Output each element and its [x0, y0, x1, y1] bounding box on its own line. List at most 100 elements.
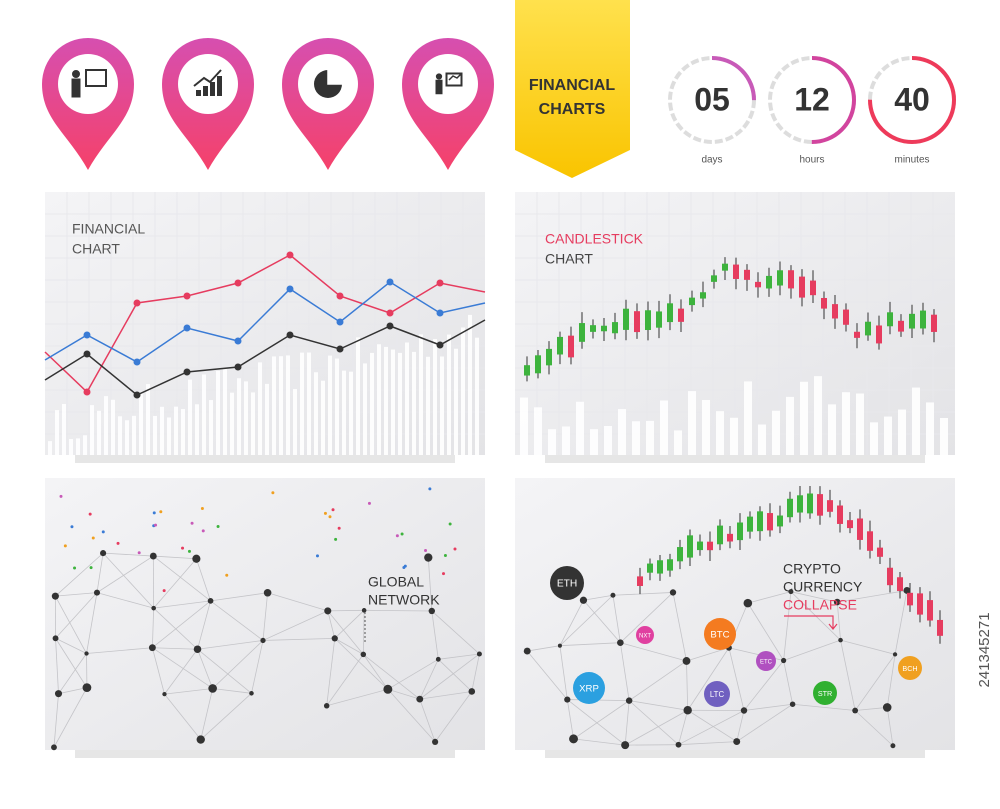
coin [756, 651, 776, 671]
confetti-dot [201, 529, 205, 533]
network-link [678, 710, 689, 745]
network-link [783, 591, 792, 661]
network-node [675, 741, 682, 748]
network-link [197, 600, 211, 650]
network-link [678, 741, 737, 746]
network-link [559, 645, 568, 700]
trend-point [83, 350, 91, 358]
network-node [162, 692, 167, 697]
network-link [438, 653, 480, 660]
candle-body [857, 518, 863, 540]
network-link [251, 640, 264, 694]
candle-body [656, 311, 662, 328]
background-bar [174, 406, 178, 455]
coin-label: NXT [639, 634, 651, 640]
coin-label: XRP [579, 684, 599, 695]
background-bar [898, 409, 906, 455]
background-bar [758, 424, 766, 455]
confetti-dot [63, 544, 67, 548]
background-bar [202, 374, 206, 455]
network-link [620, 592, 674, 643]
trend-point [183, 292, 191, 300]
panel-shadow [545, 455, 925, 463]
confetti-dot [70, 525, 74, 529]
network-link [152, 647, 213, 689]
background-bar [370, 352, 374, 455]
network-link [573, 738, 626, 746]
network-node [625, 697, 633, 704]
network-link [687, 709, 737, 742]
network-link [628, 660, 687, 701]
network-link [747, 591, 792, 604]
countdown-unit: minutes [894, 155, 929, 166]
background-bar [293, 389, 297, 455]
candle-body [788, 270, 794, 289]
background-bar [279, 356, 283, 455]
pin-icon [314, 69, 343, 98]
background-bar [419, 334, 423, 455]
background-bar [384, 346, 388, 455]
candle-body [667, 303, 673, 323]
person-head [72, 70, 80, 78]
network-node [148, 644, 156, 652]
panel-title: CHART [72, 241, 120, 257]
background-bar [55, 410, 59, 455]
trend-point [436, 341, 444, 349]
background-bar [926, 402, 934, 455]
candle-body [920, 310, 926, 329]
candle-body [843, 309, 849, 325]
network-link [262, 592, 269, 641]
candle-body [645, 310, 651, 331]
network-link [151, 647, 165, 695]
network-node [100, 550, 107, 557]
network-node [151, 605, 156, 611]
network-link [153, 558, 197, 609]
candle-body [797, 495, 803, 513]
trend-point [286, 251, 294, 259]
candle-body [837, 505, 843, 524]
candle-body [557, 336, 563, 355]
network-link [86, 647, 153, 654]
coin-label: ETH [557, 579, 577, 590]
candle-body [535, 355, 541, 374]
background-bar [377, 344, 381, 455]
dial-progress [868, 56, 956, 144]
network-link [55, 552, 104, 597]
network-node [564, 696, 571, 703]
background-bar [828, 404, 836, 455]
candle-body [634, 311, 640, 333]
background-bar [475, 337, 479, 455]
pin-icon [71, 69, 107, 98]
network-node [838, 637, 843, 643]
banner-title: FINANCIAL [529, 77, 615, 94]
layer: FINANCIAL CHARTS 05 days 12 hours 40 minutes FIN… [42, 0, 993, 758]
panel [515, 478, 955, 750]
background-bar [576, 401, 584, 455]
network-link [86, 592, 98, 654]
network-node [52, 635, 59, 642]
network-link [559, 600, 584, 646]
confetti-dot [200, 506, 204, 510]
confetti-dot [59, 494, 63, 498]
network-link [619, 642, 630, 701]
candle-body [657, 560, 663, 574]
background-bar [842, 392, 850, 455]
coin [898, 656, 922, 680]
background-bar [90, 405, 94, 455]
background-bar [674, 430, 682, 455]
network-link [153, 600, 211, 609]
candle-body [877, 547, 883, 557]
candle-body [777, 515, 783, 527]
network-link [438, 659, 473, 692]
network-link [326, 638, 336, 706]
background-bar [146, 384, 150, 455]
candle-body [667, 559, 673, 571]
candle-body [677, 547, 683, 562]
network-link [837, 590, 908, 603]
network-node [416, 695, 424, 703]
network-link [152, 600, 211, 649]
network-link [96, 555, 154, 593]
candle-body [807, 493, 813, 514]
network-node [207, 598, 214, 604]
